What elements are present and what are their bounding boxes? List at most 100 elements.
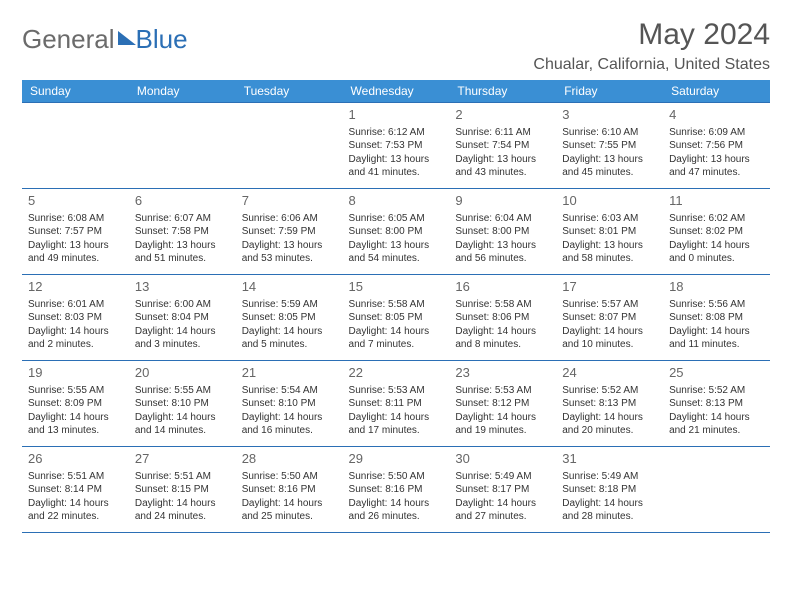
calendar-day-cell: 14Sunrise: 5:59 AMSunset: 8:05 PMDayligh… (236, 275, 343, 361)
calendar-day-cell: 23Sunrise: 5:53 AMSunset: 8:12 PMDayligh… (449, 361, 556, 447)
day-number: 6 (135, 192, 230, 210)
day-number: 14 (242, 278, 337, 296)
sunrise-line: Sunrise: 6:06 AM (242, 212, 337, 226)
day-number: 1 (349, 106, 444, 124)
sunrise-line: Sunrise: 6:07 AM (135, 212, 230, 226)
day-number: 18 (669, 278, 764, 296)
logo: General Blue (22, 24, 188, 55)
calendar-day-cell: 20Sunrise: 5:55 AMSunset: 8:10 PMDayligh… (129, 361, 236, 447)
calendar-day-cell: 3Sunrise: 6:10 AMSunset: 7:55 PMDaylight… (556, 103, 663, 189)
calendar-week-row: 26Sunrise: 5:51 AMSunset: 8:14 PMDayligh… (22, 447, 770, 533)
sunrise-line: Sunrise: 6:11 AM (455, 126, 550, 140)
daylight-line: Daylight: 14 hours and 24 minutes. (135, 497, 230, 524)
daylight-line: Daylight: 14 hours and 11 minutes. (669, 325, 764, 352)
sunset-line: Sunset: 8:17 PM (455, 483, 550, 497)
day-number: 30 (455, 450, 550, 468)
daylight-line: Daylight: 14 hours and 14 minutes. (135, 411, 230, 438)
daylight-line: Daylight: 14 hours and 0 minutes. (669, 239, 764, 266)
calendar-day-cell: 18Sunrise: 5:56 AMSunset: 8:08 PMDayligh… (663, 275, 770, 361)
daylight-line: Daylight: 13 hours and 41 minutes. (349, 153, 444, 180)
daylight-line: Daylight: 14 hours and 27 minutes. (455, 497, 550, 524)
sunrise-line: Sunrise: 5:54 AM (242, 384, 337, 398)
calendar-table: SundayMondayTuesdayWednesdayThursdayFrid… (22, 80, 770, 533)
calendar-head: SundayMondayTuesdayWednesdayThursdayFrid… (22, 80, 770, 103)
day-number: 23 (455, 364, 550, 382)
daylight-line: Daylight: 14 hours and 7 minutes. (349, 325, 444, 352)
sunset-line: Sunset: 8:03 PM (28, 311, 123, 325)
sunset-line: Sunset: 8:02 PM (669, 225, 764, 239)
day-number: 5 (28, 192, 123, 210)
month-title: May 2024 (533, 18, 770, 52)
weekday-header: Tuesday (236, 80, 343, 103)
logo-text-blue: Blue (136, 24, 188, 55)
calendar-day-cell: 9Sunrise: 6:04 AMSunset: 8:00 PMDaylight… (449, 189, 556, 275)
sunrise-line: Sunrise: 6:04 AM (455, 212, 550, 226)
calendar-day-cell: 25Sunrise: 5:52 AMSunset: 8:13 PMDayligh… (663, 361, 770, 447)
sunrise-line: Sunrise: 5:53 AM (349, 384, 444, 398)
sunset-line: Sunset: 8:13 PM (562, 397, 657, 411)
daylight-line: Daylight: 13 hours and 54 minutes. (349, 239, 444, 266)
day-number: 15 (349, 278, 444, 296)
calendar-day-cell: 11Sunrise: 6:02 AMSunset: 8:02 PMDayligh… (663, 189, 770, 275)
day-number: 8 (349, 192, 444, 210)
day-number: 7 (242, 192, 337, 210)
calendar-week-row: 19Sunrise: 5:55 AMSunset: 8:09 PMDayligh… (22, 361, 770, 447)
day-number: 9 (455, 192, 550, 210)
calendar-day-cell: 12Sunrise: 6:01 AMSunset: 8:03 PMDayligh… (22, 275, 129, 361)
sunset-line: Sunset: 8:00 PM (349, 225, 444, 239)
calendar-week-row: 5Sunrise: 6:08 AMSunset: 7:57 PMDaylight… (22, 189, 770, 275)
logo-text-general: General (22, 24, 115, 55)
day-number: 20 (135, 364, 230, 382)
daylight-line: Daylight: 14 hours and 16 minutes. (242, 411, 337, 438)
sunset-line: Sunset: 8:05 PM (242, 311, 337, 325)
sunset-line: Sunset: 7:53 PM (349, 139, 444, 153)
sunrise-line: Sunrise: 5:52 AM (562, 384, 657, 398)
calendar-week-row: 1Sunrise: 6:12 AMSunset: 7:53 PMDaylight… (22, 103, 770, 189)
sunrise-line: Sunrise: 5:51 AM (28, 470, 123, 484)
daylight-line: Daylight: 14 hours and 3 minutes. (135, 325, 230, 352)
calendar-empty-cell (663, 447, 770, 533)
sunrise-line: Sunrise: 5:56 AM (669, 298, 764, 312)
sunset-line: Sunset: 8:16 PM (349, 483, 444, 497)
header: General Blue May 2024 Chualar, Californi… (22, 18, 770, 74)
sunset-line: Sunset: 8:09 PM (28, 397, 123, 411)
sunrise-line: Sunrise: 5:50 AM (349, 470, 444, 484)
day-number: 12 (28, 278, 123, 296)
day-number: 25 (669, 364, 764, 382)
daylight-line: Daylight: 14 hours and 25 minutes. (242, 497, 337, 524)
sunset-line: Sunset: 7:59 PM (242, 225, 337, 239)
day-number: 22 (349, 364, 444, 382)
weekday-header: Friday (556, 80, 663, 103)
sunrise-line: Sunrise: 5:51 AM (135, 470, 230, 484)
calendar-day-cell: 31Sunrise: 5:49 AMSunset: 8:18 PMDayligh… (556, 447, 663, 533)
sunrise-line: Sunrise: 6:12 AM (349, 126, 444, 140)
sunrise-line: Sunrise: 5:53 AM (455, 384, 550, 398)
sunset-line: Sunset: 8:18 PM (562, 483, 657, 497)
sunset-line: Sunset: 8:01 PM (562, 225, 657, 239)
sunrise-line: Sunrise: 6:09 AM (669, 126, 764, 140)
calendar-day-cell: 6Sunrise: 6:07 AMSunset: 7:58 PMDaylight… (129, 189, 236, 275)
calendar-day-cell: 5Sunrise: 6:08 AMSunset: 7:57 PMDaylight… (22, 189, 129, 275)
daylight-line: Daylight: 14 hours and 2 minutes. (28, 325, 123, 352)
calendar-day-cell: 16Sunrise: 5:58 AMSunset: 8:06 PMDayligh… (449, 275, 556, 361)
sunset-line: Sunset: 8:05 PM (349, 311, 444, 325)
daylight-line: Daylight: 14 hours and 8 minutes. (455, 325, 550, 352)
sunset-line: Sunset: 8:04 PM (135, 311, 230, 325)
daylight-line: Daylight: 14 hours and 22 minutes. (28, 497, 123, 524)
sunset-line: Sunset: 8:10 PM (135, 397, 230, 411)
day-number: 27 (135, 450, 230, 468)
daylight-line: Daylight: 14 hours and 21 minutes. (669, 411, 764, 438)
sunset-line: Sunset: 7:56 PM (669, 139, 764, 153)
day-number: 28 (242, 450, 337, 468)
sunrise-line: Sunrise: 5:52 AM (669, 384, 764, 398)
daylight-line: Daylight: 13 hours and 45 minutes. (562, 153, 657, 180)
sunset-line: Sunset: 7:54 PM (455, 139, 550, 153)
daylight-line: Daylight: 14 hours and 13 minutes. (28, 411, 123, 438)
calendar-day-cell: 17Sunrise: 5:57 AMSunset: 8:07 PMDayligh… (556, 275, 663, 361)
logo-triangle-icon (118, 31, 136, 45)
calendar-empty-cell (129, 103, 236, 189)
calendar-day-cell: 30Sunrise: 5:49 AMSunset: 8:17 PMDayligh… (449, 447, 556, 533)
weekday-header: Sunday (22, 80, 129, 103)
daylight-line: Daylight: 14 hours and 17 minutes. (349, 411, 444, 438)
daylight-line: Daylight: 14 hours and 5 minutes. (242, 325, 337, 352)
